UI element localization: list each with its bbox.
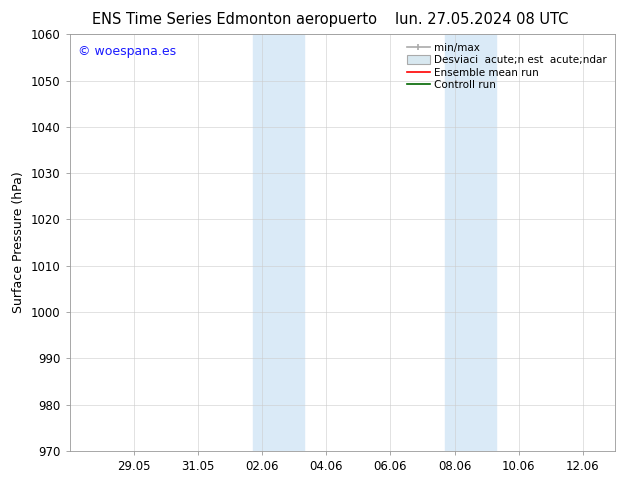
Bar <box>445 34 496 451</box>
Text: ENS Time Series Edmonton aeropuerto: ENS Time Series Edmonton aeropuerto <box>92 12 377 27</box>
Text: lun. 27.05.2024 08 UTC: lun. 27.05.2024 08 UTC <box>395 12 569 27</box>
Text: © woespana.es: © woespana.es <box>78 45 176 58</box>
Legend: min/max, Desviaci  acute;n est  acute;ndar, Ensemble mean run, Controll run: min/max, Desviaci acute;n est acute;ndar… <box>404 40 610 94</box>
Bar <box>252 34 304 451</box>
Y-axis label: Surface Pressure (hPa): Surface Pressure (hPa) <box>13 172 25 314</box>
